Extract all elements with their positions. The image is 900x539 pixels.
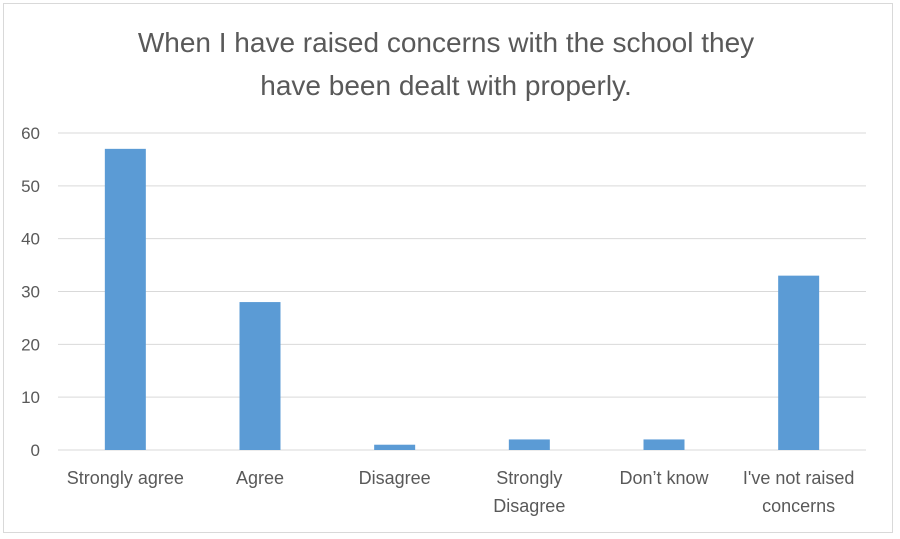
chart-title-line-1: When I have raised concerns with the sch… [138,27,754,58]
chart-title: When I have raised concerns with the sch… [138,27,754,101]
category-label-1: Agree [236,468,284,488]
x-axis-labels: Strongly agree Agree Disagree Strongly Disag… [67,468,855,516]
bar-4 [643,439,685,450]
bar-5 [778,275,820,450]
bar-0 [104,148,146,450]
category-label-3-line-2: Disagree [493,496,565,516]
y-tick-label-40: 40 [21,230,40,249]
bar-2 [374,444,416,450]
y-tick-label-0: 0 [31,441,40,460]
y-tick-label-10: 10 [21,388,40,407]
category-label-0: Strongly agree [67,468,184,488]
bar-1 [239,302,281,450]
y-tick-label-60: 60 [21,124,40,143]
y-tick-label-20: 20 [21,335,40,354]
y-tick-label-50: 50 [21,177,40,196]
category-label-4: Don’t know [619,468,709,488]
category-label-2: Disagree [359,468,431,488]
gridlines [58,132,866,451]
chart-frame [3,3,893,533]
bar-3 [508,439,550,450]
bars [104,148,820,450]
y-axis-ticks: 0 10 20 30 40 50 60 [21,124,40,460]
chart-title-line-2: have been dealt with properly. [260,70,632,101]
y-tick-label-30: 30 [21,283,40,302]
category-label-3-line-1: Strongly [496,468,562,488]
category-label-5-line-2: concerns [762,496,835,516]
category-label-5-line-1: I've not raised [743,468,855,488]
